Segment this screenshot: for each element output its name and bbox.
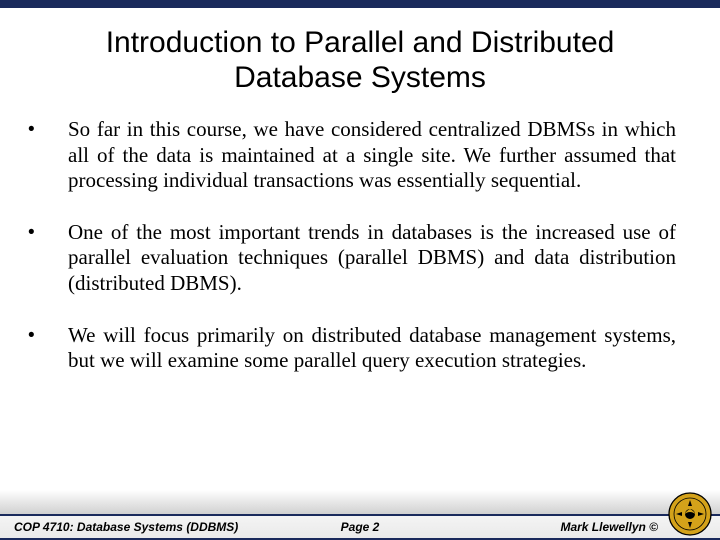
bullet-item: • One of the most important trends in da… [28,220,676,297]
footer-fade [0,490,720,514]
bullet-text: One of the most important trends in data… [68,220,676,297]
bullet-marker: • [28,220,68,297]
bullet-marker: • [28,117,68,194]
footer-bar: COP 4710: Database Systems (DDBMS) Page … [0,514,720,540]
top-accent-bar [0,0,720,8]
bullet-item: • We will focus primarily on distributed… [28,323,676,374]
bullet-text: So far in this course, we have considere… [68,117,676,194]
bullet-text: We will focus primarily on distributed d… [68,323,676,374]
bullet-marker: • [28,323,68,374]
slide-body: • So far in this course, we have conside… [0,117,720,374]
footer-author: Mark Llewellyn © [560,520,658,534]
footer-page: Page 2 [341,520,380,534]
bullet-item: • So far in this course, we have conside… [28,117,676,194]
slide-title: Introduction to Parallel and Distributed… [0,26,720,95]
slide-footer: COP 4710: Database Systems (DDBMS) Page … [0,490,720,540]
ucf-logo-icon [668,492,712,536]
footer-course: COP 4710: Database Systems (DDBMS) [14,520,238,534]
